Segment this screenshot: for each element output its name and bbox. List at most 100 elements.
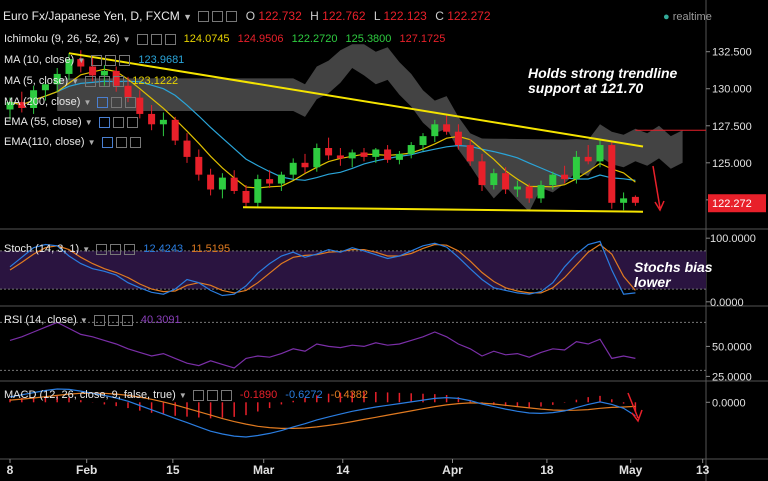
stoch-label: Stoch (14, 3, 1) (4, 243, 80, 255)
last-price-label: 122.272 (712, 198, 752, 210)
chevron-down-icon[interactable]: ▼ (71, 77, 80, 86)
ichimoku-value-2: 124.9506 (237, 33, 284, 45)
close-icon[interactable] (164, 33, 176, 45)
symbol-title[interactable]: Euro Fx/Japanese Yen, D, FXCM (3, 9, 180, 23)
stoch-tick-label: 100.0000 (710, 233, 756, 245)
support-trendline (242, 206, 644, 213)
visibility-icon[interactable] (98, 116, 110, 128)
time-tick-label: 14 (336, 463, 350, 477)
price-tick-label: 132.500 (712, 47, 752, 59)
close-label: C (435, 9, 444, 23)
stoch-legend[interactable]: Stoch (14, 3, 1) ▼ 12.4243 11.5195 (4, 243, 230, 255)
visibility-icon[interactable] (91, 54, 103, 66)
candle-body (395, 153, 403, 160)
candle-body (584, 156, 592, 162)
settings-icon[interactable] (206, 389, 218, 401)
stoch-d-value: 11.5195 (191, 243, 231, 255)
ma10-label: MA (10, close) (4, 54, 75, 66)
stoch-d-line (9, 243, 636, 294)
visibility-icon[interactable] (97, 96, 109, 108)
chevron-down-icon[interactable]: ▼ (79, 316, 88, 325)
rsi-tick-label: 25.0000 (712, 371, 752, 383)
candle-body (218, 177, 226, 190)
candle-body (596, 145, 604, 162)
close-icon[interactable] (220, 389, 232, 401)
close-icon[interactable] (125, 96, 137, 108)
chevron-down-icon[interactable]: ▼ (84, 118, 93, 127)
rsi-legend[interactable]: RSI (14, close) ▼ 40.3091 (4, 314, 181, 326)
candle-body (336, 155, 344, 159)
candle-body (136, 97, 144, 114)
ma10-value: 123.9681 (138, 54, 185, 66)
settings-icon[interactable] (150, 33, 162, 45)
open-value: 122.732 (258, 9, 302, 23)
chevron-down-icon[interactable]: ▼ (122, 35, 131, 44)
overlay-ema110[interactable]: EMA(110, close) ▼ (4, 136, 141, 148)
close-icon[interactable] (124, 243, 136, 255)
candle-body (490, 173, 498, 186)
candle-body (6, 102, 14, 110)
chevron-down-icon[interactable]: ▼ (83, 98, 92, 107)
overlay-ma5[interactable]: MA (5, close) ▼ 123.1222 (4, 75, 178, 87)
price-tick-label: 125.000 (712, 158, 752, 170)
chevron-down-icon[interactable]: ▼ (178, 391, 187, 400)
candle-body (41, 84, 49, 91)
ichimoku-cloud (57, 44, 683, 212)
visibility-icon[interactable] (96, 243, 108, 255)
macd-line (9, 388, 636, 438)
candle-body (537, 185, 545, 199)
chevron-down-icon[interactable]: ▼ (77, 56, 86, 65)
ichimoku-label: Ichimoku (9, 26, 52, 26) (4, 33, 120, 45)
settings-icon[interactable] (115, 136, 127, 148)
visibility-icon[interactable] (136, 33, 148, 45)
close-icon[interactable] (126, 116, 138, 128)
macd-legend[interactable]: MACD (12, 26, close, 9, false, true) ▼ -… (4, 389, 368, 401)
chevron-down-icon[interactable]: ▼ (183, 12, 193, 22)
settings-icon[interactable] (112, 116, 124, 128)
time-tick-label: May (619, 463, 643, 477)
overlay-ichimoku[interactable]: Ichimoku (9, 26, 52, 26) ▼ 124.0745 124.… (4, 33, 445, 45)
chevron-down-icon[interactable]: ▼ (87, 138, 96, 147)
high-label: H (310, 9, 319, 23)
visibility-icon[interactable] (85, 75, 97, 87)
close-icon[interactable] (121, 314, 133, 326)
close-icon[interactable] (119, 54, 131, 66)
close-icon[interactable] (113, 75, 125, 87)
chevron-down-icon[interactable]: ▼ (82, 245, 91, 254)
down-arrow-icon (652, 165, 665, 212)
candle-body (100, 70, 108, 76)
candle-body (159, 119, 167, 125)
candle-body (502, 173, 510, 190)
minimize-icon[interactable] (226, 11, 238, 23)
candle-body (207, 174, 215, 190)
visibility-icon[interactable] (192, 389, 204, 401)
overlay-ema55[interactable]: EMA (55, close) ▼ (4, 116, 138, 128)
settings-icon[interactable] (110, 243, 122, 255)
settings-icon[interactable] (198, 11, 210, 23)
high-value: 122.762 (322, 9, 366, 23)
settings-icon[interactable] (99, 75, 111, 87)
candle-body (77, 59, 85, 67)
settings-icon[interactable] (111, 96, 123, 108)
settings-icon[interactable] (105, 54, 117, 66)
candle-body (631, 196, 639, 203)
macd-signal-line (9, 392, 636, 429)
chart-header: Euro Fx/Japanese Yen, D, FXCM ▼ O 122.73… (3, 9, 491, 23)
close-icon[interactable] (212, 11, 224, 23)
resistance-trendline (68, 52, 644, 148)
overlay-ma200[interactable]: MA (200, close) ▼ (4, 96, 137, 108)
last-price-badge (708, 194, 766, 213)
candle-body (360, 152, 368, 157)
ichimoku-value-4: 125.3800 (345, 33, 392, 45)
candle-body (53, 73, 61, 85)
visibility-icon[interactable] (101, 136, 113, 148)
price-tick-label: 130.000 (712, 84, 752, 96)
realtime-indicator[interactable]: ● realtime (663, 11, 712, 23)
visibility-icon[interactable] (93, 314, 105, 326)
time-tick-label: 15 (166, 463, 180, 477)
close-icon[interactable] (129, 136, 141, 148)
rsi-tick-label: 50.0000 (712, 341, 752, 353)
settings-icon[interactable] (107, 314, 119, 326)
overlay-ma10[interactable]: MA (10, close) ▼ 123.9681 (4, 54, 184, 66)
